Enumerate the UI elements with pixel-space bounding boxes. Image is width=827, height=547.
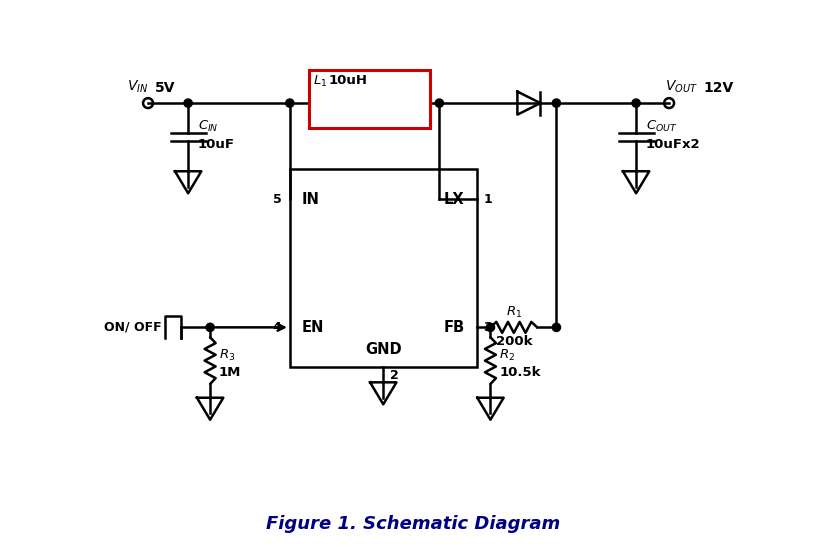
Text: 5V: 5V xyxy=(155,82,175,95)
Text: $R_3$: $R_3$ xyxy=(219,348,235,364)
Circle shape xyxy=(206,323,214,331)
Text: 12V: 12V xyxy=(703,82,734,95)
Text: Figure 1. Schematic Diagram: Figure 1. Schematic Diagram xyxy=(266,515,561,533)
Text: 10uH: 10uH xyxy=(328,74,367,87)
Text: IN: IN xyxy=(302,192,320,207)
Text: GND: GND xyxy=(365,342,402,357)
Bar xyxy=(289,169,476,367)
Circle shape xyxy=(552,99,561,107)
Text: $R_2$: $R_2$ xyxy=(500,348,515,364)
Circle shape xyxy=(552,323,561,331)
Text: 10.5k: 10.5k xyxy=(500,366,541,379)
Text: 200k: 200k xyxy=(495,335,532,348)
Text: $V_{OUT}$: $V_{OUT}$ xyxy=(665,79,697,95)
Text: $C_{IN}$: $C_{IN}$ xyxy=(198,119,218,133)
Circle shape xyxy=(184,99,192,107)
Text: LX: LX xyxy=(444,192,465,207)
Text: EN: EN xyxy=(302,320,324,335)
Text: 5: 5 xyxy=(273,193,281,206)
Bar xyxy=(309,70,430,128)
Text: 1M: 1M xyxy=(219,366,241,379)
Text: $C_{OUT}$: $C_{OUT}$ xyxy=(646,119,677,133)
Text: FB: FB xyxy=(443,320,465,335)
Circle shape xyxy=(486,323,495,331)
Circle shape xyxy=(285,99,294,107)
Circle shape xyxy=(632,99,640,107)
Text: 2: 2 xyxy=(390,369,399,382)
Text: 3: 3 xyxy=(483,321,492,334)
Circle shape xyxy=(435,99,443,107)
Text: 10uF: 10uF xyxy=(198,138,235,151)
Text: 10uFx2: 10uFx2 xyxy=(646,138,700,151)
Text: $R_1$: $R_1$ xyxy=(505,305,522,319)
Text: ON/ OFF: ON/ OFF xyxy=(104,321,162,334)
Text: 1: 1 xyxy=(483,193,492,206)
Text: 4: 4 xyxy=(273,321,281,334)
Text: $V_{IN}$: $V_{IN}$ xyxy=(127,79,149,95)
Text: $L_1$: $L_1$ xyxy=(313,74,327,89)
